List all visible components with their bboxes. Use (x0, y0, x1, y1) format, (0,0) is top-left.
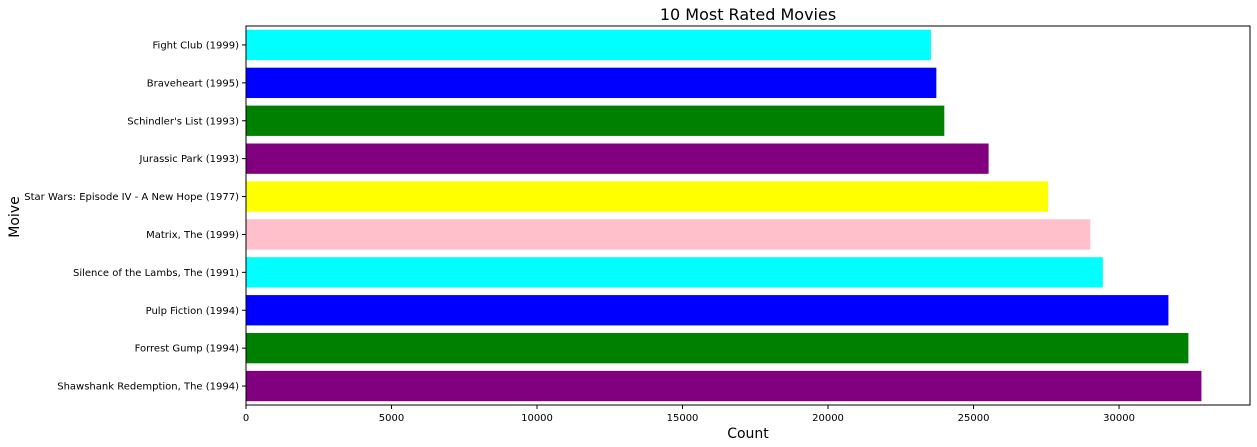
chart-title: 10 Most Rated Movies (660, 5, 836, 24)
x-tick-label: 10000 (521, 413, 553, 424)
plot-frame (245, 25, 1251, 406)
x-tick-label: 15000 (667, 413, 699, 424)
bar (246, 332, 1189, 364)
bar (246, 370, 1202, 402)
y-ticks-group: Shawshank Redemption, The (1994) Forrest … (24, 40, 246, 393)
x-axis-label: Count (727, 426, 769, 442)
y-tick-label: Shawshank Redemption, The (1994) (57, 382, 239, 393)
x-ticks-group: 0 5000 10000 15000 20000 25000 30000 (243, 405, 1135, 424)
y-tick-label: Star Wars: Episode IV - A New Hope (1977… (24, 192, 239, 203)
bar (246, 105, 945, 136)
x-tick-label: 0 (243, 413, 249, 424)
y-tick-label: Jurassic Park (1993) (139, 154, 240, 165)
bar (246, 67, 937, 99)
y-tick-label: Braveheart (1995) (147, 78, 239, 89)
bar (246, 143, 989, 174)
y-tick-label: Matrix, The (1999) (146, 230, 239, 241)
bar (246, 295, 1169, 326)
x-tick-label: 30000 (1103, 413, 1135, 424)
bar (246, 219, 1091, 250)
y-tick-label: Pulp Fiction (1994) (146, 306, 239, 317)
y-axis-label: Moive (7, 196, 23, 237)
x-tick-label: 5000 (379, 413, 404, 424)
x-tick-label: 25000 (958, 413, 990, 424)
bar (246, 257, 1103, 288)
y-tick-label: Schindler's List (1993) (127, 116, 239, 127)
y-tick-label: Silence of the Lambs, The (1991) (73, 268, 239, 279)
bar (246, 29, 931, 61)
bars-group (246, 29, 1202, 402)
bar (246, 181, 1049, 212)
y-tick-label: Fight Club (1999) (153, 40, 240, 51)
x-tick-label: 20000 (812, 413, 844, 424)
y-tick-label: Forrest Gump (1994) (135, 344, 240, 355)
